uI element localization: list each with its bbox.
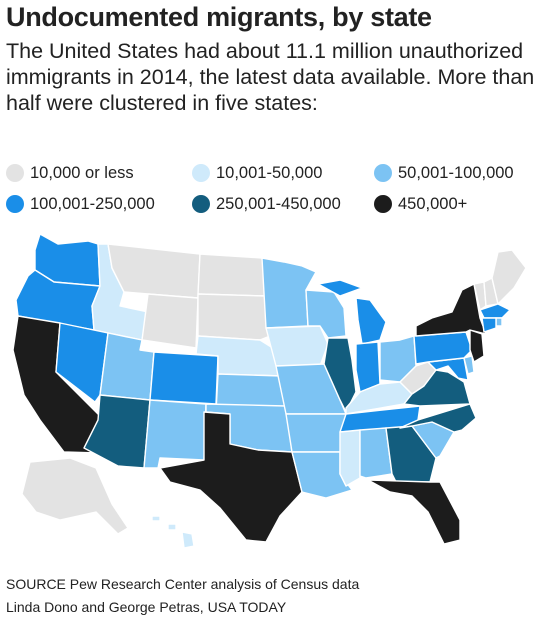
legend-item-50k-100k: 50,001-100,000: [374, 164, 514, 183]
legend-row-1: 10,000 or less 10,001-50,000 50,001-100,…: [6, 160, 540, 186]
state-massachusetts: [479, 303, 511, 319]
legend-row-2: 100,001-250,000 250,001-450,000 450,000+: [6, 191, 540, 217]
map-subtitle: The United States had about 11.1 million…: [6, 39, 535, 115]
state-rhode-island: [495, 317, 503, 327]
state-alaska: [21, 457, 129, 535]
state-nevada: [55, 322, 109, 403]
state-wyoming: [141, 293, 199, 349]
legend-label-50k-100k: 50,001-100,000: [398, 163, 514, 182]
map-title: Undocumented migrants, by state: [6, 2, 432, 32]
state-maine: [491, 249, 527, 305]
legend-swatch-250k-450k: [192, 195, 210, 213]
state-virginia: [403, 369, 471, 407]
source-note: SOURCE Pew Research Center analysis of C…: [6, 576, 360, 592]
legend-item-100k-250k: 100,001-250,000: [6, 195, 192, 214]
state-alabama: [359, 427, 393, 479]
legend-label-250k-450k: 250,001-450,000: [216, 194, 341, 213]
legend: 10,000 or less 10,001-50,000 50,001-100,…: [6, 160, 540, 222]
legend-label-le10k: 10,000 or less: [30, 163, 134, 182]
state-arkansas: [285, 413, 347, 453]
state-wisconsin: [305, 289, 347, 339]
state-iowa: [265, 325, 329, 367]
state-florida: [367, 479, 461, 545]
state-north-dakota: [197, 253, 267, 297]
state-hawaii-big: [181, 531, 195, 549]
state-mississippi: [339, 429, 361, 487]
legend-item-le10k: 10,000 or less: [6, 164, 192, 183]
legend-label-450k-plus: 450,000+: [398, 194, 468, 213]
credit-note: Linda Dono and George Petras, USA TODAY: [6, 599, 287, 615]
state-south-dakota: [197, 293, 271, 341]
state-hawaii-oahu: [151, 515, 161, 522]
legend-item-250k-450k: 250,001-450,000: [192, 195, 374, 214]
state-north-carolina: [399, 403, 477, 433]
state-new-jersey: [469, 329, 485, 363]
state-michigan-upper: [317, 279, 363, 297]
state-hawaii-maui: [167, 523, 177, 531]
state-indiana: [355, 341, 381, 393]
legend-swatch-10k-50k: [192, 164, 210, 182]
legend-label-10k-50k: 10,001-50,000: [216, 163, 323, 182]
legend-swatch-450k-plus: [374, 195, 392, 213]
state-utah: [99, 332, 155, 401]
legend-swatch-100k-250k: [6, 195, 24, 213]
state-michigan-lower: [355, 297, 387, 345]
legend-item-10k-50k: 10,001-50,000: [192, 164, 374, 183]
state-colorado: [149, 351, 219, 405]
legend-swatch-le10k: [6, 164, 24, 182]
state-new-york: [415, 283, 487, 337]
state-delaware: [463, 355, 475, 375]
legend-label-100k-250k: 100,001-250,000: [30, 194, 155, 213]
legend-swatch-50k-100k: [374, 164, 392, 182]
us-state-map: [12, 233, 527, 549]
state-connecticut: [481, 317, 497, 333]
legend-item-450k-plus: 450,000+: [374, 195, 467, 214]
state-texas: [159, 411, 303, 543]
state-arizona: [83, 394, 151, 469]
state-new-mexico: [143, 399, 207, 469]
